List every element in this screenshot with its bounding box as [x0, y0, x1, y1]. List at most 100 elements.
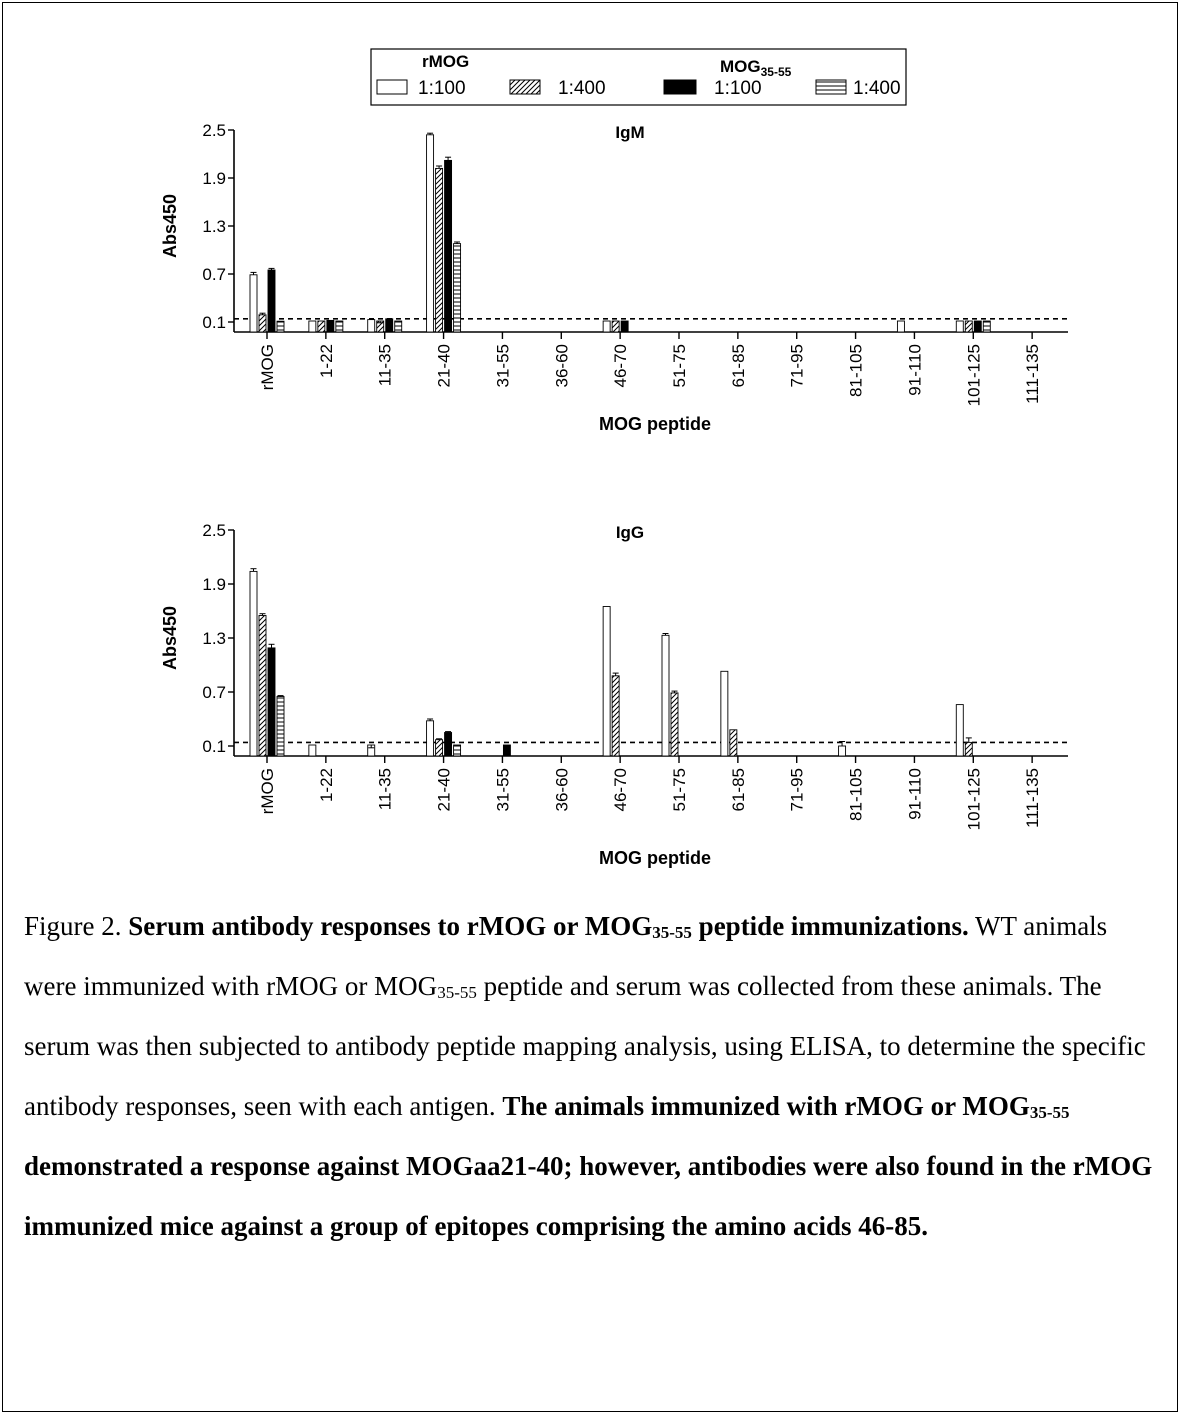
igm-bar: [602, 320, 611, 333]
igm-bar: [317, 320, 326, 333]
igm-x-tick-label: 71-95: [788, 344, 807, 387]
igm-x-tick-label: 11-35: [376, 344, 395, 386]
igg-chart: 2.5 1.9 1.3 0.7 0.1 IgG Abs450 MOG peptide rMOG 1…: [160, 521, 1068, 868]
igg-bar: [258, 615, 267, 757]
igg-bar: [308, 744, 317, 757]
figure-caption: Figure 2. Serum antibody responses to rM…: [24, 896, 1164, 1256]
igm-y-tick-label: 2.5: [202, 121, 226, 140]
igg-x-tick-label: 31-55: [493, 768, 512, 811]
igm-y-tick-label: 0.7: [202, 265, 226, 284]
legend-label-mog-1-100: 1:100: [714, 78, 762, 99]
igm-x-tick-label: 31-55: [493, 344, 512, 387]
igm-bar: [308, 320, 317, 333]
igg-bar: [955, 704, 964, 757]
legend-swatch-mog-1-100: [663, 79, 697, 95]
igm-x-tick-label: 101-125: [964, 344, 983, 406]
igg-bar: [611, 675, 620, 757]
igg-bar: [276, 696, 285, 757]
igg-x-tick-label: 61-85: [729, 768, 748, 811]
caption-label: Figure 2.: [24, 911, 122, 941]
igm-x-tick-label: 1-22: [317, 344, 336, 378]
igm-bar: [326, 319, 335, 333]
igg-bar: [720, 670, 729, 757]
caption-conclusion: The animals immunized with rMOG or MOG35…: [24, 1091, 1153, 1241]
igg-bar: [453, 744, 462, 757]
igm-bar: [896, 320, 905, 333]
igm-x-tick-label: 36-60: [552, 344, 571, 387]
igg-x-tick-label: rMOG: [258, 768, 277, 814]
igm-x-tick-label: 51-75: [670, 344, 689, 387]
igm-chart: 2.5 1.9 1.3 0.7 0.1 IgM Abs450 MOG peptide rMOG 1…: [160, 121, 1068, 434]
igm-x-tick-label: 61-85: [729, 344, 748, 387]
igm-x-tick-label: rMOG: [258, 344, 277, 390]
igm-bar: [435, 167, 444, 333]
igm-bar: [955, 320, 964, 333]
igm-bar: [276, 320, 285, 333]
igm-x-tick-label: 21-40: [435, 344, 454, 387]
igm-x-tick-label: 91-110: [905, 344, 924, 396]
igg-x-tick-label: 1-22: [317, 768, 336, 802]
caption-title: Serum antibody responses to rMOG or MOG3…: [128, 911, 969, 942]
igm-y-tick-label: 0.1: [202, 313, 226, 332]
igm-x-label: MOG peptide: [599, 414, 711, 434]
legend-box: [370, 48, 907, 106]
igg-bar: [670, 692, 679, 757]
igm-bar: [367, 319, 376, 333]
igm-bar: [973, 320, 982, 333]
igg-bar: [838, 745, 847, 757]
igg-bar: [435, 739, 444, 757]
igm-bar: [249, 274, 258, 333]
igg-bar: [267, 647, 276, 757]
igg-x-tick-label: 21-40: [435, 768, 454, 811]
igg-x-tick-label: 81-105: [847, 768, 866, 821]
igm-title: IgM: [615, 123, 644, 142]
igg-bar: [502, 744, 511, 757]
igg-bar: [729, 729, 738, 757]
igm-bar: [267, 269, 276, 333]
figure-charts: rMOG MOG35-55 1:100 1:400 1:100 1:400 2.…: [160, 48, 1068, 868]
igg-bar: [426, 720, 435, 757]
igm-bar: [258, 314, 267, 333]
igg-bar: [602, 606, 611, 757]
legend-group-rmog: rMOG: [422, 52, 469, 71]
igg-x-tick-label: 71-95: [788, 768, 807, 811]
igm-bar: [426, 134, 435, 333]
igg-x-tick-label: 11-35: [376, 768, 395, 810]
igg-x-tick-label: 51-75: [670, 768, 689, 811]
legend-swatch-mog-1-400: [815, 79, 847, 95]
igg-bar: [661, 634, 670, 757]
igg-y-tick-label: 0.7: [202, 683, 226, 702]
igg-bar: [964, 741, 973, 757]
igm-x-tick-label: 46-70: [611, 344, 630, 387]
legend-swatch-rmog-1-400: [509, 79, 541, 95]
igm-bar: [982, 320, 991, 333]
igm-bar: [611, 320, 620, 333]
legend-label-rmog-1-100: 1:100: [418, 78, 466, 99]
igm-y-tick-label: 1.3: [202, 217, 226, 236]
igg-x-tick-label: 91-110: [905, 768, 924, 820]
igg-y-tick-label: 1.9: [202, 575, 226, 594]
igm-bar: [444, 159, 453, 333]
igg-x-tick-label: 111-135: [1023, 768, 1042, 828]
igm-bar: [620, 320, 629, 333]
igg-y-tick-label: 0.1: [202, 737, 226, 756]
igm-bar: [385, 318, 394, 333]
legend-swatch-rmog-1-100: [376, 79, 408, 95]
igm-y-tick-label: 1.9: [202, 169, 226, 188]
legend-group-mog3555: MOG35-55: [720, 57, 792, 79]
igg-x-tick-label: 101-125: [964, 768, 983, 830]
igm-x-tick-label: 111-135: [1023, 344, 1042, 404]
igm-bar: [394, 320, 403, 333]
igg-y-label: Abs450: [160, 606, 180, 670]
igg-y-tick-label: 2.5: [202, 521, 226, 540]
igm-x-tick-label: 81-105: [847, 344, 866, 397]
legend-label-mog-1-400: 1:400: [853, 78, 901, 99]
igg-x-tick-label: 36-60: [552, 768, 571, 811]
legend-label-rmog-1-400: 1:400: [558, 78, 606, 99]
igg-x-label: MOG peptide: [599, 848, 711, 868]
legend: rMOG MOG35-55 1:100 1:400 1:100 1:400: [370, 48, 907, 106]
caption-body: WT animals were immunized with rMOG or M…: [24, 911, 1146, 1121]
igm-bar: [964, 320, 973, 333]
igg-y-tick-label: 1.3: [202, 629, 226, 648]
igm-bar: [335, 320, 344, 333]
